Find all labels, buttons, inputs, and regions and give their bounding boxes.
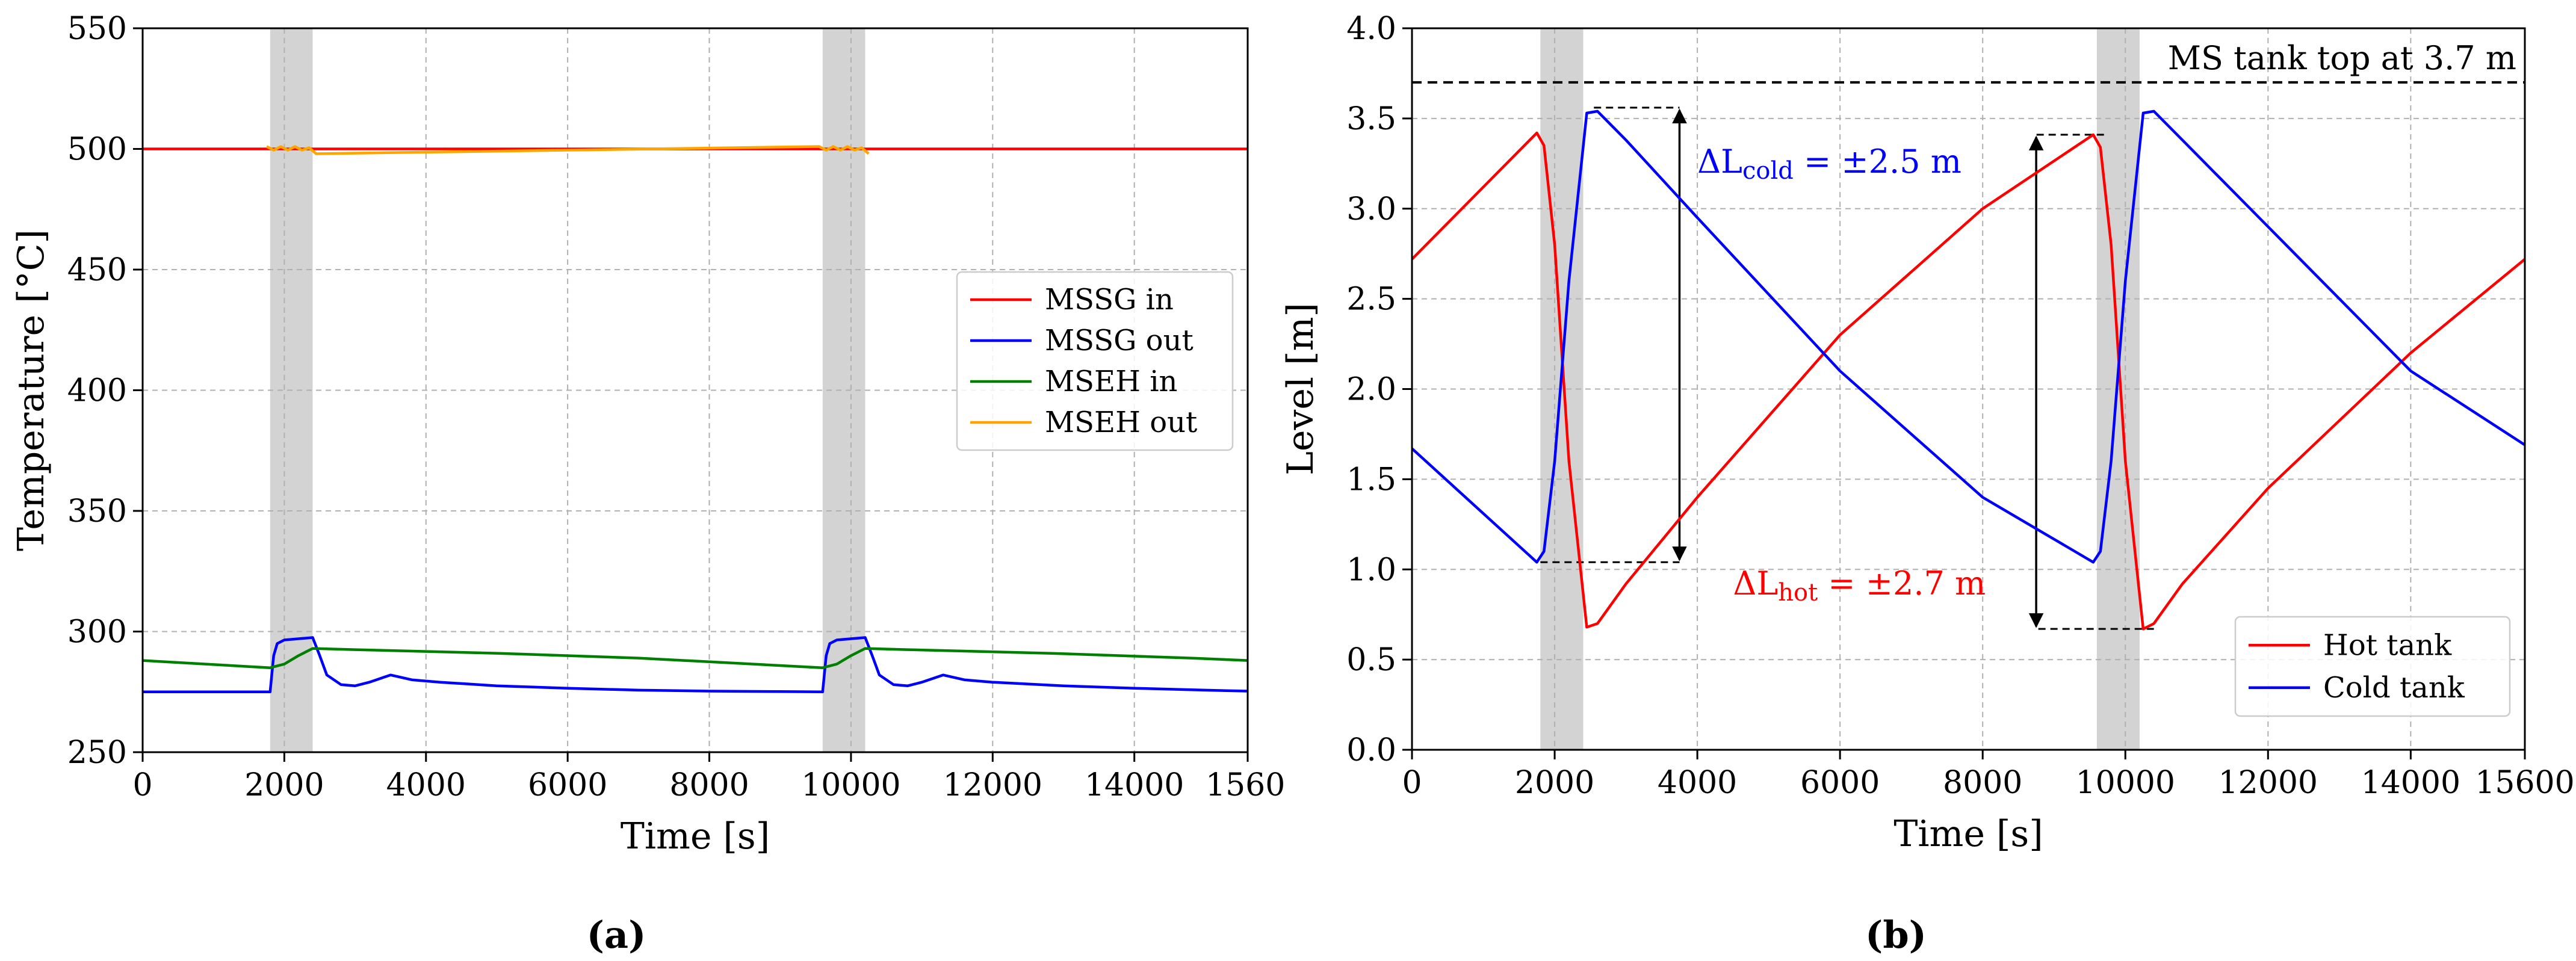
y-tick-label: 300 bbox=[67, 614, 127, 650]
y-tick-label: 0.0 bbox=[1346, 732, 1396, 768]
y-tick-label: 550 bbox=[67, 11, 127, 47]
y-tick-label: 350 bbox=[67, 493, 127, 530]
y-tick-label: 2.0 bbox=[1346, 372, 1396, 408]
x-tick-label: 6000 bbox=[1800, 765, 1880, 801]
legend-label: MSEH out bbox=[1045, 406, 1197, 439]
x-tick-label: 2000 bbox=[1515, 765, 1594, 801]
legend-box bbox=[956, 271, 1234, 451]
y-tick-label: 450 bbox=[67, 252, 127, 288]
y-tick-label: 1.5 bbox=[1346, 462, 1396, 498]
delta-annotation: ΔLhot = ±2.7 m bbox=[1733, 564, 1986, 607]
x-axis-title: Time [s] bbox=[621, 815, 770, 857]
y-tick-label: 400 bbox=[67, 373, 127, 409]
x-tick-label: 6000 bbox=[528, 767, 607, 803]
annot-subscript: cold bbox=[1742, 157, 1794, 185]
annot-prefix: ΔL bbox=[1697, 143, 1742, 181]
y-tick-label: 4.0 bbox=[1346, 11, 1396, 47]
x-tick-label: 0 bbox=[1402, 765, 1422, 801]
x-tick-label: 0 bbox=[132, 767, 152, 803]
y-tick-label: 2.5 bbox=[1346, 282, 1396, 318]
legend-box bbox=[2234, 616, 2511, 717]
y-tick-label: 0.5 bbox=[1346, 642, 1396, 678]
x-tick-label: 14000 bbox=[2361, 765, 2460, 801]
x-tick-label: 1560 bbox=[1206, 767, 1285, 803]
x-tick-label: 4000 bbox=[1658, 765, 1737, 801]
x-tick-label: 8000 bbox=[1943, 765, 2022, 801]
panel-label: (b) bbox=[1865, 913, 1927, 957]
annot-suffix: = ±2.5 m bbox=[1794, 143, 1961, 181]
y-tick-label: 500 bbox=[67, 132, 127, 168]
legend-label: MSSG out bbox=[1045, 324, 1194, 357]
y-axis-title: Temperature [°C] bbox=[10, 229, 52, 551]
y-axis-title: Level [m] bbox=[1280, 303, 1322, 475]
x-tick-label: 10000 bbox=[801, 767, 900, 803]
legend-label: MSSG in bbox=[1045, 283, 1174, 317]
x-tick-label: 8000 bbox=[669, 767, 749, 803]
annot-subscript: hot bbox=[1778, 579, 1818, 607]
panel-label: (a) bbox=[587, 913, 646, 957]
annot-suffix: = ±2.7 m bbox=[1818, 564, 1986, 602]
legend-label: Hot tank bbox=[2323, 628, 2452, 662]
series-line-mseh-in bbox=[142, 647, 1248, 669]
y-tick-label: 250 bbox=[67, 735, 127, 771]
legend-label: Cold tank bbox=[2323, 671, 2465, 705]
x-tick-label: 4000 bbox=[386, 767, 466, 803]
panel-a: 0 2000 4000 6000 8000 10000 12000 14000 1560 250 3… bbox=[10, 11, 1285, 957]
x-tick-label: 14000 bbox=[1085, 767, 1184, 803]
x-tick-label: 10000 bbox=[2076, 765, 2175, 801]
x-axis-title: Time [s] bbox=[1893, 813, 2043, 855]
x-tick-label: 12000 bbox=[2218, 765, 2318, 801]
tank-top-label: MS tank top at 3.7 m bbox=[2168, 39, 2516, 77]
y-tick-label: 1.0 bbox=[1346, 552, 1396, 588]
series-line-cold-tank bbox=[1411, 110, 2526, 564]
series-line-mssg-out bbox=[143, 636, 1248, 694]
legend-label: MSEH in bbox=[1045, 365, 1177, 398]
x-tick-label: 12000 bbox=[943, 767, 1042, 803]
series-line-mseh-out bbox=[265, 145, 870, 155]
y-tick-label: 3.0 bbox=[1346, 191, 1396, 227]
x-tick-label: 2000 bbox=[244, 767, 324, 803]
x-tick-label: 15600 bbox=[2475, 765, 2574, 801]
y-tick-label: 3.5 bbox=[1346, 101, 1396, 137]
delta-annotation: ΔLcold = ±2.5 m bbox=[1697, 143, 1961, 185]
series-line-hot-tank bbox=[1411, 131, 2526, 631]
annot-prefix: ΔL bbox=[1733, 564, 1778, 602]
